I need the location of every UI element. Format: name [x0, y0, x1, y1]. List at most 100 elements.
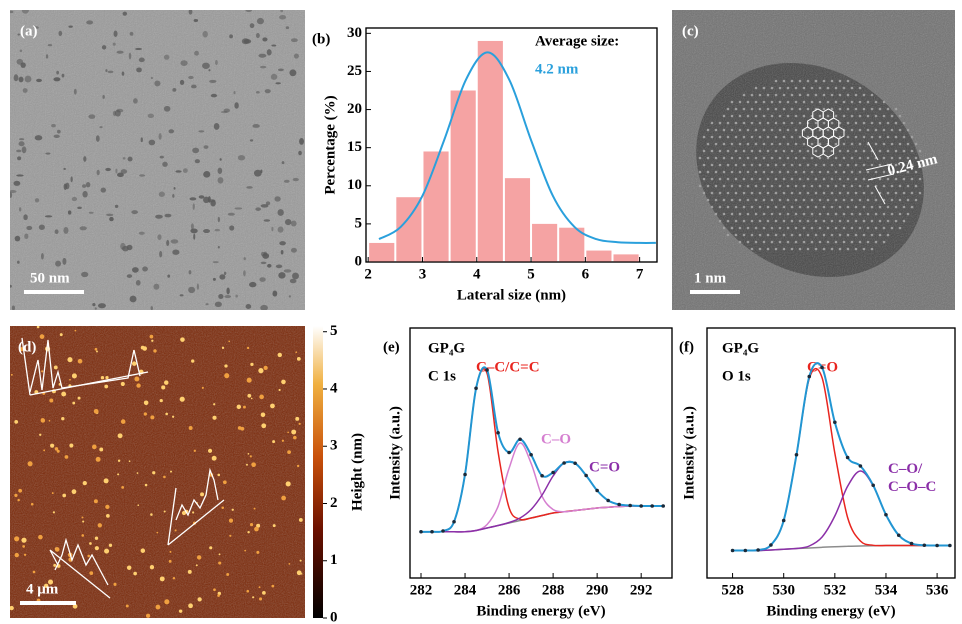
- nanodot: [95, 307, 97, 310]
- afm-dot: [83, 481, 87, 485]
- nanodot: [172, 250, 179, 255]
- figure: (a)50 nm0.24 nm1 nm(c)4 μm(d)012345Heigh…: [0, 0, 962, 624]
- nanodot: [271, 227, 273, 232]
- nanodot: [194, 19, 199, 22]
- nanodot: [65, 183, 69, 190]
- nanodot: [259, 277, 265, 282]
- nanodot: [15, 236, 21, 242]
- afm-dot: [145, 484, 148, 487]
- nanodot: [68, 26, 72, 28]
- nanodot: [162, 162, 168, 167]
- scale-bar-label: 4 μm: [26, 581, 59, 597]
- nanodot: [271, 74, 278, 80]
- nanodot: [70, 176, 72, 182]
- panel-label: (c): [682, 23, 699, 39]
- afm-dot: [197, 597, 201, 601]
- nanodot: [228, 213, 235, 216]
- afm-dot: [92, 445, 97, 450]
- afm-dot: [24, 554, 26, 556]
- nanodot: [136, 67, 142, 72]
- nanodot: [68, 210, 71, 214]
- afm-dot: [22, 545, 25, 548]
- nanodot: [136, 280, 141, 286]
- nanodot: [16, 174, 24, 176]
- nanodot: [130, 296, 137, 303]
- histogram-bar: [532, 224, 557, 262]
- afm-dot: [179, 609, 182, 612]
- afm-dot: [160, 399, 163, 402]
- nanodot: [285, 219, 291, 225]
- nanodot: [101, 187, 106, 192]
- nanodot: [218, 177, 224, 183]
- afm-dot: [252, 596, 254, 598]
- nanodot: [244, 39, 252, 44]
- afm-dot: [150, 335, 154, 339]
- nanodot: [281, 250, 284, 255]
- nanodot: [278, 227, 284, 233]
- nanodot: [114, 31, 118, 37]
- nanodot: [299, 138, 304, 145]
- afm-dot: [223, 480, 227, 484]
- y-tick-label: 25: [347, 63, 362, 79]
- nanodot: [210, 200, 215, 207]
- nanodot: [117, 173, 124, 177]
- nanodot: [249, 282, 256, 287]
- nanodot: [130, 32, 134, 36]
- nanodot: [86, 20, 93, 24]
- afm-dot: [21, 538, 26, 543]
- afm-dot: [258, 368, 263, 373]
- nanodot: [35, 135, 43, 140]
- nanodot: [19, 141, 25, 146]
- y-tick-label: 30: [347, 25, 362, 41]
- nanodot: [172, 194, 174, 198]
- data-point: [846, 456, 850, 460]
- data-point: [756, 548, 760, 552]
- afm-dot: [28, 461, 33, 466]
- nanodot: [252, 124, 259, 128]
- nanodot: [57, 130, 61, 134]
- afm-dot: [254, 527, 259, 532]
- nanodot: [25, 76, 32, 83]
- afm-dot: [295, 417, 299, 421]
- afm-dot: [133, 572, 137, 576]
- y-tick-label: 20: [347, 101, 362, 117]
- nanodot: [123, 157, 126, 159]
- y-tick-label: 0: [355, 253, 363, 269]
- nanodot: [293, 178, 299, 181]
- afm-dot: [197, 555, 201, 559]
- nanodot: [188, 76, 193, 79]
- nanodot: [229, 225, 234, 230]
- afm-dot: [78, 359, 83, 364]
- afm-dot: [89, 571, 93, 575]
- nanodot: [149, 140, 156, 146]
- afm-dot: [41, 370, 43, 372]
- nanodot: [265, 89, 271, 93]
- nanodot: [108, 71, 114, 73]
- afm-dot: [188, 603, 193, 608]
- histogram-bar: [451, 91, 476, 262]
- afm-dot: [281, 380, 286, 385]
- afm-dot: [65, 455, 69, 459]
- nanodot: [199, 195, 205, 198]
- afm-dot: [81, 534, 84, 537]
- nanodot: [97, 170, 100, 176]
- nanodot: [250, 23, 255, 28]
- nanodot: [246, 304, 252, 309]
- x-tick-label: 290: [586, 582, 609, 598]
- nanodot: [255, 207, 261, 211]
- afm-dot: [217, 474, 220, 477]
- afm-dot: [62, 494, 66, 498]
- afm-dot: [49, 420, 51, 422]
- afm-dot: [95, 348, 98, 351]
- afm-dot: [50, 444, 54, 448]
- afm-dot: [121, 486, 124, 489]
- afm-dot: [301, 573, 303, 575]
- nanodot: [189, 9, 193, 15]
- afm-dot: [224, 364, 227, 367]
- afm-dot: [87, 555, 90, 558]
- afm-dot: [52, 492, 54, 494]
- afm-dot: [121, 382, 125, 386]
- afm-dot: [164, 510, 166, 512]
- nanodot: [109, 217, 114, 221]
- nanodot: [39, 225, 45, 230]
